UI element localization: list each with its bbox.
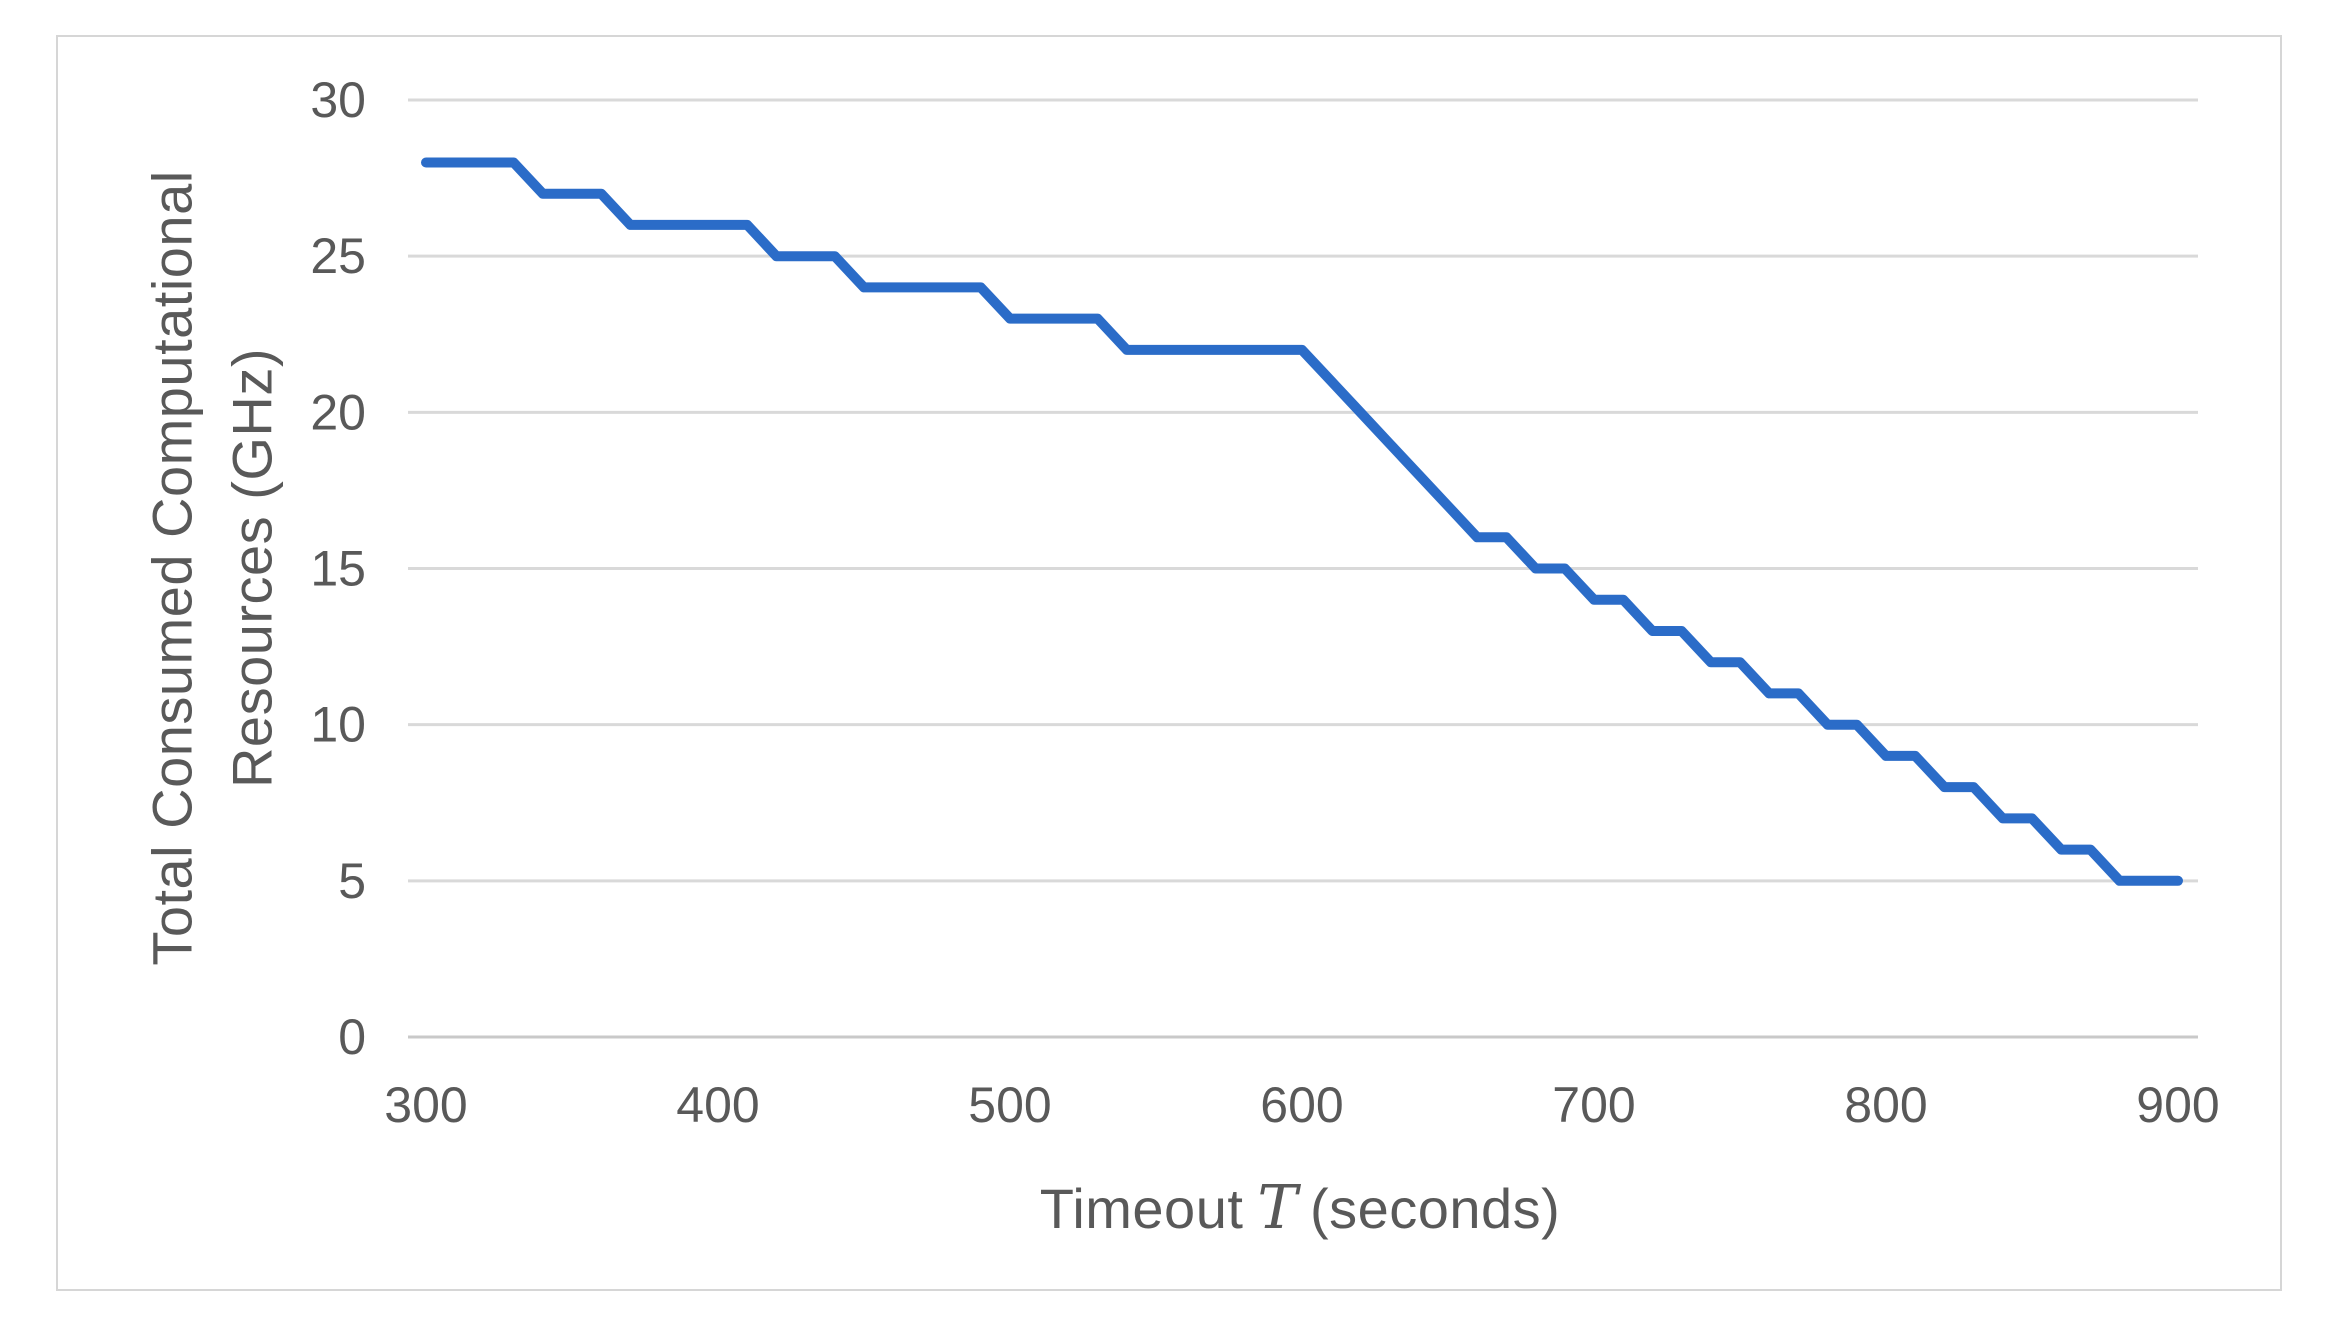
timeout-symbol: T: [1257, 1173, 1298, 1243]
x-axis-tick-label: 900: [2136, 1077, 2219, 1133]
y-axis-title-line-1: Total Consumed Computational: [140, 170, 204, 966]
x-axis-tick-label: 600: [1260, 1077, 1343, 1133]
x-axis-tick-label: 300: [384, 1077, 467, 1133]
y-axis-tick-label: 15: [310, 541, 366, 597]
x-axis-title-suffix: (seconds): [1309, 1177, 1561, 1240]
resource-usage-line: [421, 157, 2183, 886]
x-axis-title: Timeout T (seconds): [1040, 1173, 1561, 1243]
x-axis-tick-label: 400: [676, 1077, 759, 1133]
y-axis-tick-label: 25: [310, 228, 366, 284]
y-axis-tick-label: 5: [338, 853, 366, 909]
gridlines-group: [408, 98, 2198, 1039]
x-axis-tick-label: 800: [1844, 1077, 1927, 1133]
series-group: [421, 157, 2183, 886]
y-axis-tick-label: 0: [338, 1009, 366, 1065]
y-axis-tick-label: 10: [310, 697, 366, 753]
x-axis-tick-label: 700: [1552, 1077, 1635, 1133]
tick-labels-group: 0 5 10 15 20 25 30 300 400 500 600 700 800 900: [310, 72, 2219, 1133]
x-axis-title-prefix: Timeout: [1039, 1177, 1244, 1240]
y-axis-tick-label: 20: [310, 384, 366, 440]
y-axis-title-line-2: Resources (GHz): [220, 347, 284, 789]
x-axis-tick-label: 500: [968, 1077, 1051, 1133]
chart-frame: [56, 35, 2282, 1291]
y-axis-tick-label: 30: [310, 72, 366, 128]
